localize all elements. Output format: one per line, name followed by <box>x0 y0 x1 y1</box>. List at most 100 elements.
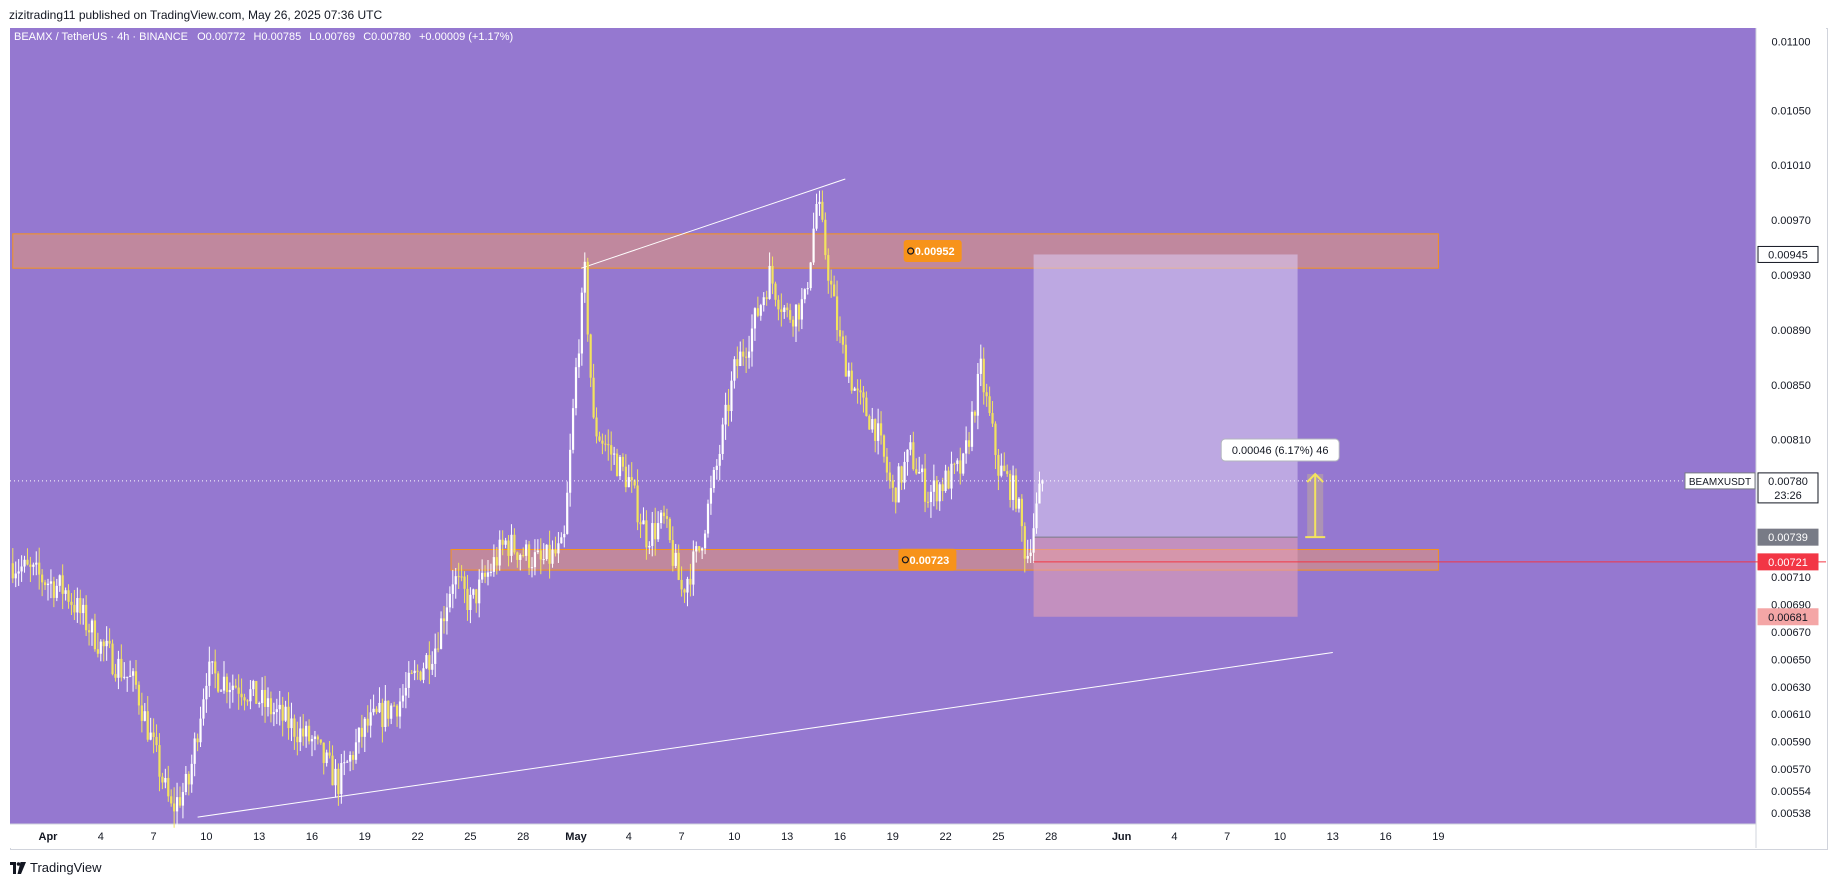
candle-body <box>527 544 531 568</box>
target-zone <box>1033 254 1298 538</box>
candle-body <box>1009 473 1012 500</box>
entry-price-box-bg <box>1757 528 1819 546</box>
x-tick-label: May <box>565 831 587 843</box>
price-chart[interactable]: 0.00952 0.00723 0.00046 (6.17%) 46 BEAMXUSD… <box>10 28 1826 848</box>
candle-body <box>821 201 824 220</box>
candle-body <box>941 484 944 491</box>
candle-body <box>885 456 889 473</box>
position-tool[interactable] <box>1033 254 1298 617</box>
y-tick-label: 0.00890 <box>1771 325 1811 337</box>
candle-body <box>296 736 299 743</box>
candle-body <box>689 578 692 585</box>
candle-body <box>437 648 440 650</box>
tradingview-brand[interactable]: TradingView <box>10 860 102 875</box>
candle-body <box>745 356 748 358</box>
candle-body <box>498 539 501 566</box>
y-tick-label: 0.00810 <box>1771 435 1811 447</box>
candle-body <box>328 752 331 756</box>
candle-body <box>923 468 927 502</box>
candle-body <box>1023 526 1026 559</box>
candle-body <box>70 601 73 605</box>
candle-body <box>29 564 32 567</box>
candle-body <box>560 537 563 544</box>
candle-body <box>797 304 801 320</box>
candle-body <box>35 562 38 565</box>
overlay-layer: 0.00952 0.00723 0.00046 (6.17%) 46 BEAMXUSD… <box>10 240 1826 571</box>
x-tick-label: 7 <box>679 831 685 843</box>
candle-body <box>1041 480 1044 484</box>
x-tick-label: 13 <box>253 831 265 843</box>
candle-body <box>82 604 85 614</box>
candle-body <box>938 484 941 502</box>
candle-body <box>789 310 792 320</box>
y-tick-label: 0.00590 <box>1771 737 1811 749</box>
candle-body <box>126 676 129 678</box>
candle-body <box>589 334 592 378</box>
candle-body <box>319 739 322 743</box>
candle-body <box>448 593 451 608</box>
candle-body <box>879 423 883 436</box>
stop-price-box: 0.00681 <box>1768 612 1808 624</box>
candle-body <box>305 725 308 737</box>
candle-body <box>155 736 158 746</box>
candle-body <box>874 419 877 441</box>
candle-body <box>428 655 431 670</box>
candle-body <box>246 700 249 702</box>
candle-body <box>120 658 123 678</box>
candle-body <box>93 620 97 650</box>
candle-body <box>659 512 663 524</box>
candle-body <box>419 671 422 680</box>
x-tick-label: 4 <box>98 831 104 843</box>
candle-body <box>794 304 798 327</box>
candle-body <box>96 649 99 654</box>
candle-body <box>451 584 454 594</box>
candle-body <box>372 708 375 713</box>
legend: BEAMX / TetherUS · 4h · BINANCE O0.00772… <box>14 31 513 43</box>
candle-body <box>868 416 871 430</box>
candle-body <box>375 708 378 713</box>
candle-body <box>381 702 384 727</box>
candle-body <box>712 469 715 489</box>
svg-text:BEAMX / TetherUS · 4h · BINANC: BEAMX / TetherUS · 4h · BINANCE O0.00772… <box>14 31 513 43</box>
candle-body <box>181 792 185 806</box>
candle-body <box>835 296 839 331</box>
candle-body <box>507 540 510 556</box>
candle-body <box>662 512 666 517</box>
candle-body <box>307 725 311 742</box>
candle-body <box>569 449 572 493</box>
candle-body <box>574 367 578 409</box>
candle-body <box>683 589 686 593</box>
candle-body <box>111 643 114 675</box>
symbol-tag-bg <box>1684 472 1756 490</box>
candle-body <box>187 773 190 785</box>
candle-body <box>331 755 334 786</box>
candle-body <box>434 648 437 664</box>
candle-body <box>736 359 739 366</box>
x-tick-label: 25 <box>464 831 476 843</box>
candle-body <box>102 641 105 647</box>
last-price-box: 0.00780 <box>1768 476 1808 488</box>
candle-body <box>457 576 460 578</box>
candle-body <box>695 546 698 552</box>
candle-body <box>258 703 261 705</box>
candle-body <box>730 380 733 412</box>
candle-body <box>290 718 293 729</box>
candle-body <box>46 583 50 586</box>
candle-body <box>228 689 231 693</box>
candle-body <box>79 598 82 614</box>
candle-body <box>833 284 836 297</box>
y-tick-label: 0.00570 <box>1771 764 1811 776</box>
candle-body <box>343 762 346 764</box>
red-price-box-bg <box>1757 553 1819 571</box>
candle-body <box>99 641 102 654</box>
measure-label-bg <box>1220 438 1340 462</box>
price-axis[interactable]: 0.01100 0.01050 0.01010 0.00970 0.00930 0.008… <box>1757 37 1819 820</box>
time-axis[interactable]: Apr 4 7 10 13 16 19 22 25 28 May 4 7 10 13 16 19 22 25 28 Ju… <box>39 831 1445 843</box>
candle-body <box>962 453 965 474</box>
candle-body <box>718 453 721 466</box>
lower-trendline <box>197 651 1333 818</box>
candle-body <box>853 388 856 391</box>
y-tick-label: 0.00650 <box>1771 654 1811 666</box>
candle-body <box>665 516 669 519</box>
target-price-box-bg <box>1757 245 1819 263</box>
